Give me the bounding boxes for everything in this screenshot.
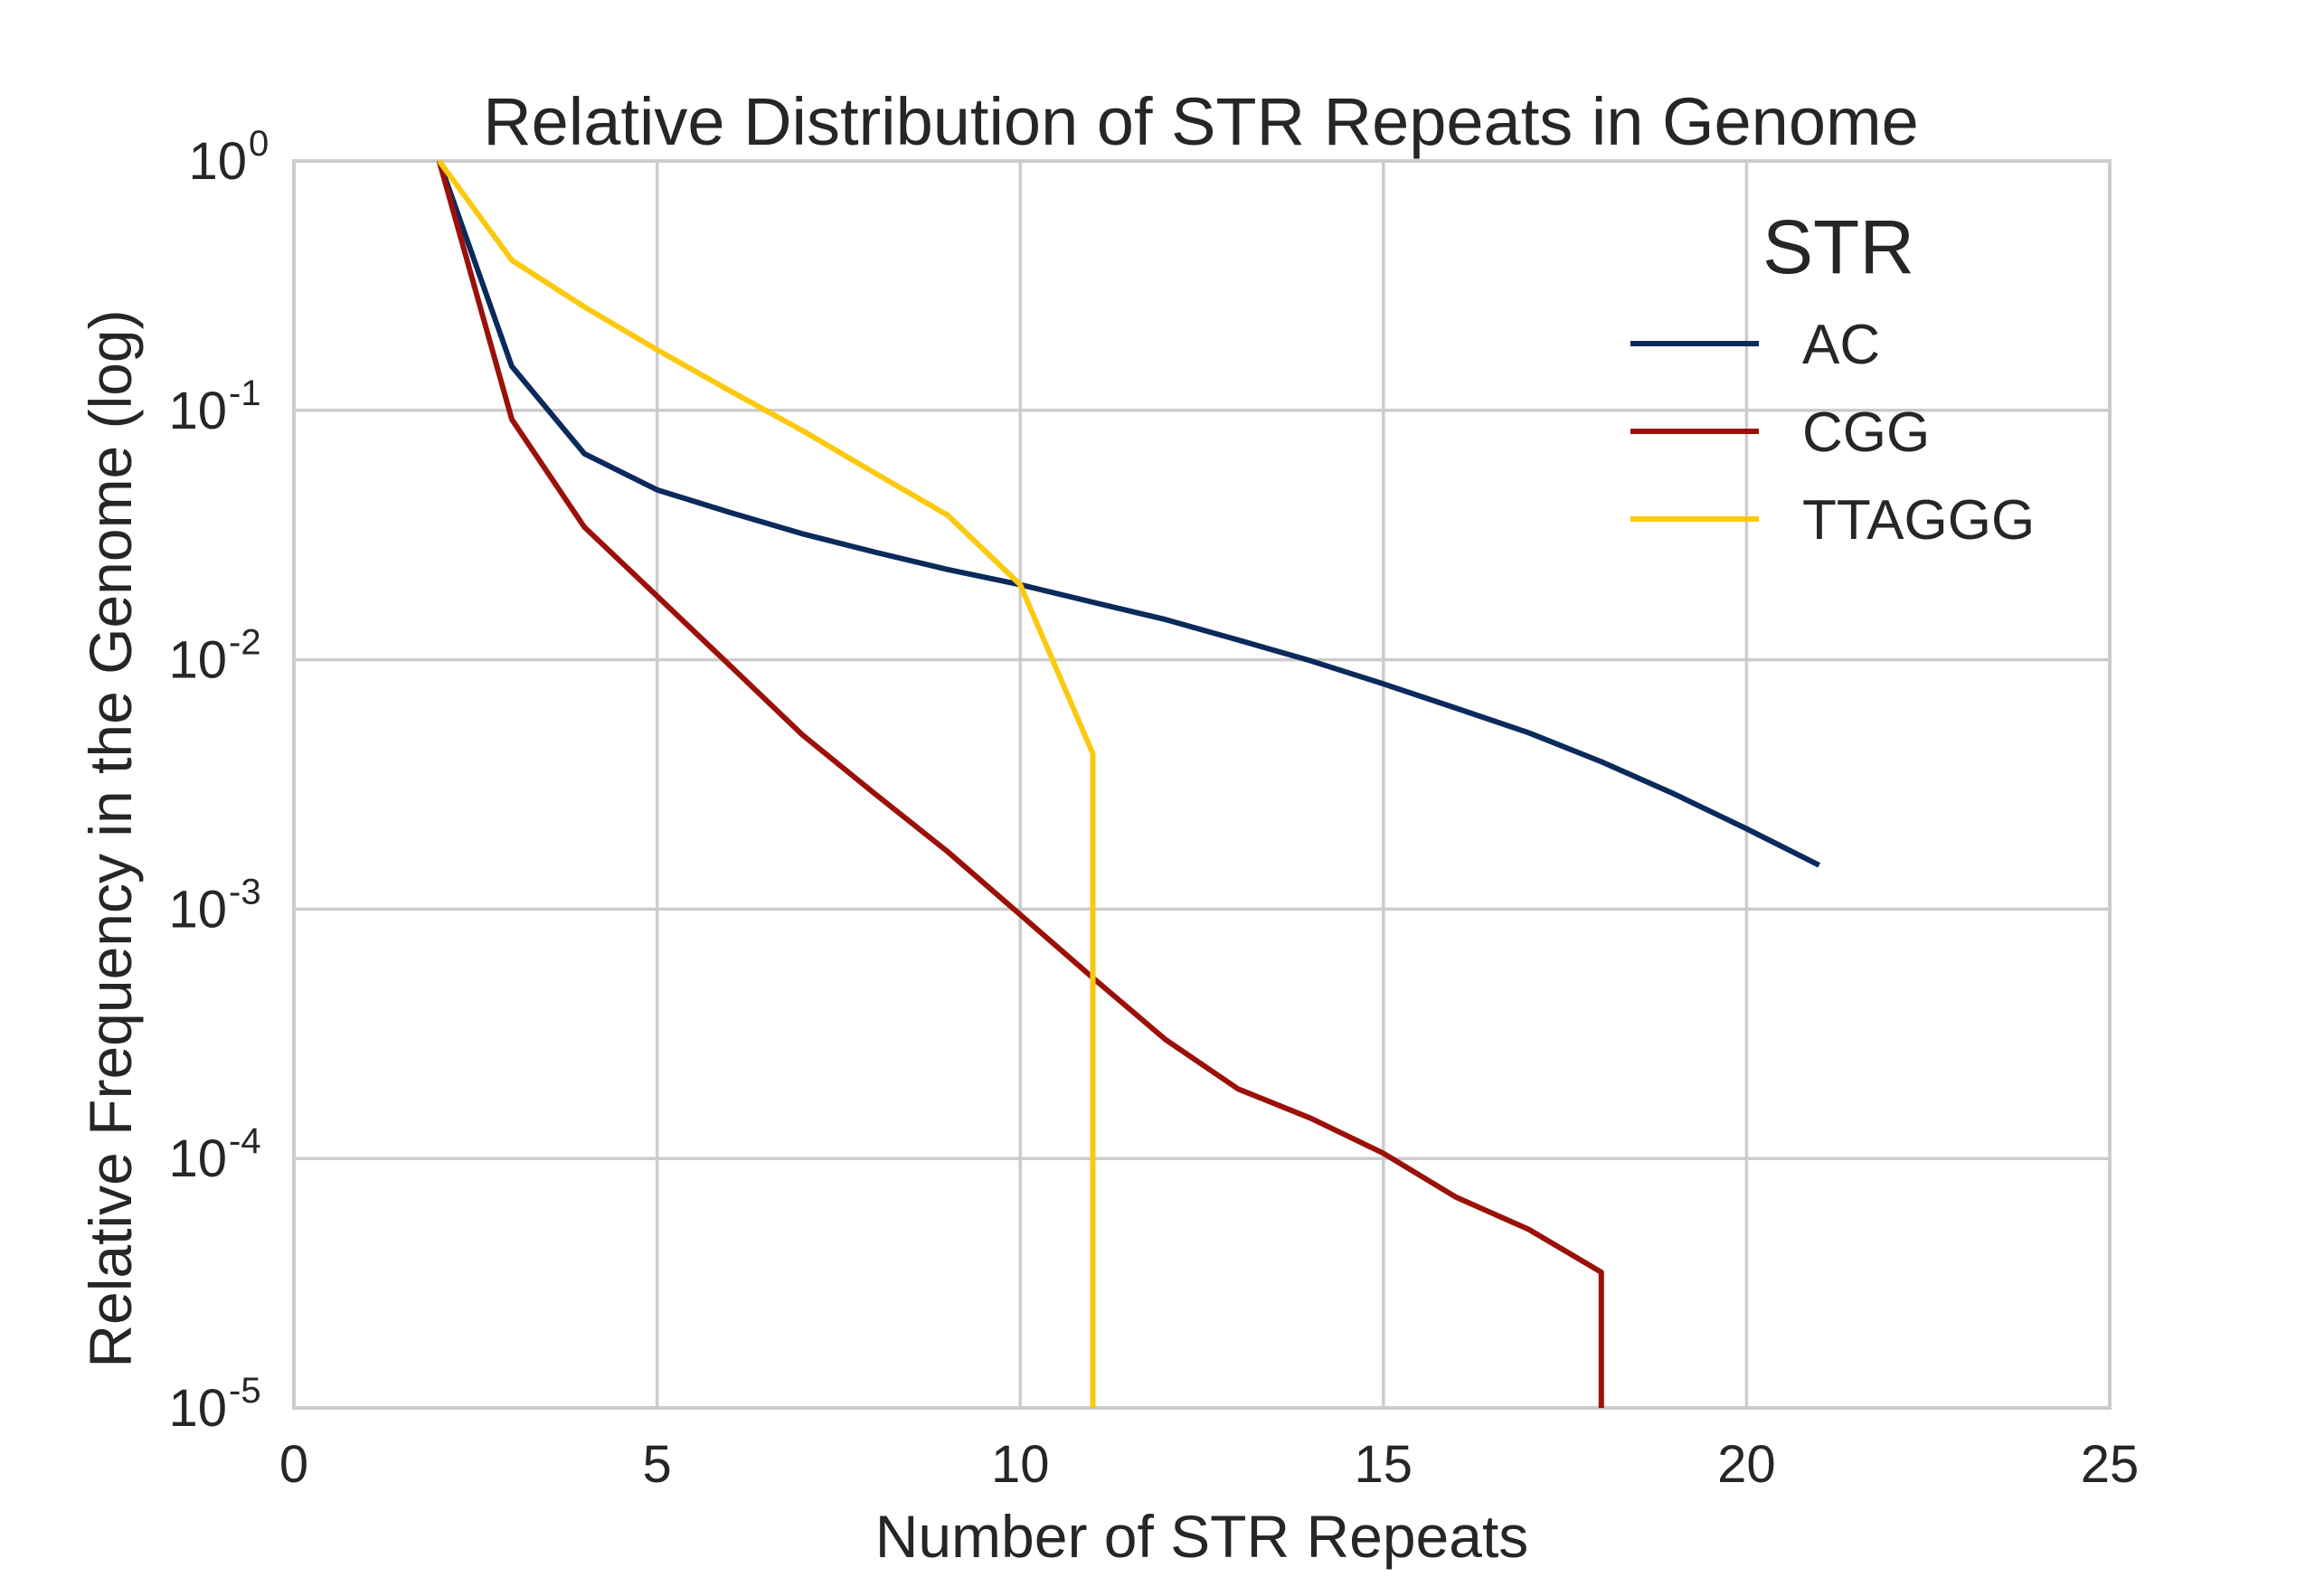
- legend-entry: TTAGGG: [1630, 489, 2035, 552]
- y-tick-exponent: -1: [229, 373, 261, 413]
- y-tick-base: 10: [188, 132, 247, 191]
- y-tick-exponent: -3: [229, 872, 261, 911]
- series-line-cgg: [436, 160, 1604, 1408]
- series-line-ac: [436, 159, 1821, 868]
- x-tick-label: 10: [991, 1435, 1050, 1494]
- legend-title: STR: [1762, 204, 1914, 289]
- x-tick-label: 15: [1355, 1435, 1413, 1494]
- y-tick-exponent: -2: [229, 623, 261, 663]
- x-tick-label: 25: [2081, 1435, 2140, 1494]
- y-tick-base: 10: [168, 1129, 227, 1188]
- y-tick-exponent: -4: [229, 1121, 261, 1161]
- y-tick-label: 10 -3: [168, 872, 260, 939]
- y-tick-label: 10 -5: [168, 1371, 260, 1438]
- series-line-ttaggg: [437, 159, 1096, 1408]
- legend-entries: AC CGG TTAGGG: [1630, 314, 2035, 552]
- plot-frame: [292, 159, 2112, 1410]
- legend-label: TTAGGG: [1802, 489, 2035, 552]
- legend-entry: AC: [1630, 314, 1880, 376]
- series-layer: [436, 159, 1821, 1408]
- y-tick-base: 10: [168, 880, 227, 939]
- y-tick-base: 10: [168, 382, 227, 440]
- y-tick-label: 10 -2: [168, 623, 260, 690]
- y-tick-base: 10: [168, 1379, 227, 1438]
- y-axis-label: Relative Frequency in the Genome (log): [77, 309, 144, 1367]
- y-tick-label: 10 -1: [168, 373, 260, 440]
- legend: STR AC CGG TTAGGG: [1630, 204, 2035, 552]
- y-tick-exponent: -5: [229, 1371, 261, 1411]
- y-tick-label: 10 0: [188, 124, 269, 191]
- legend-label: CGG: [1802, 401, 1930, 464]
- y-tick-base: 10: [168, 631, 227, 690]
- x-tick-labels: 0 5 10 15 20 25: [279, 1435, 2139, 1494]
- y-tick-label: 10 -4: [168, 1121, 260, 1188]
- x-tick-label: 20: [1717, 1435, 1776, 1494]
- x-tick-label: 0: [279, 1435, 308, 1494]
- legend-entry: CGG: [1630, 401, 1930, 464]
- x-axis-label: Number of STR Repeats: [875, 1503, 1529, 1570]
- x-tick-label: 5: [642, 1435, 671, 1494]
- chart-title: Relative Distribution of STR Repeats in …: [483, 84, 1919, 159]
- legend-label: AC: [1802, 314, 1880, 376]
- y-tick-exponent: 0: [249, 124, 269, 164]
